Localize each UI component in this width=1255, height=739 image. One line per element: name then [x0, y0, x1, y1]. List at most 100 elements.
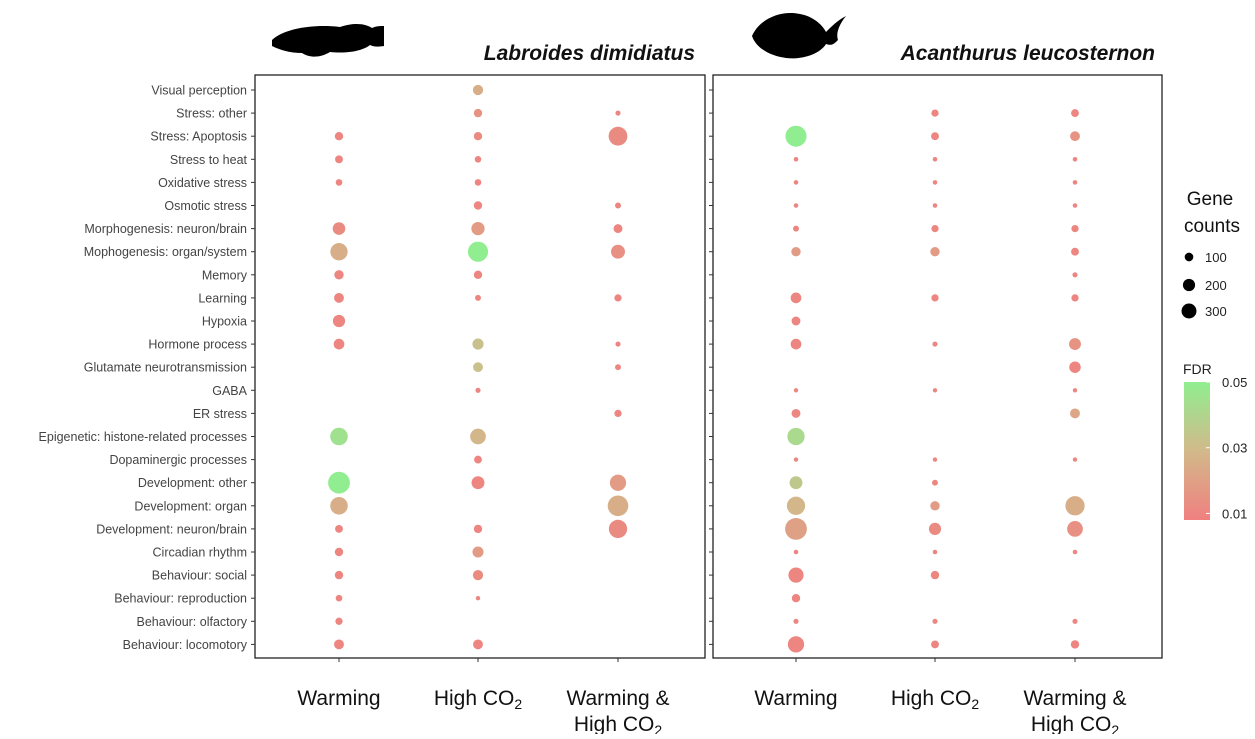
y-tick-label: Morphogenesis: neuron/brain	[84, 222, 247, 236]
y-tick-label: Behaviour: reproduction	[114, 592, 247, 606]
data-point	[1072, 203, 1078, 208]
data-point	[335, 594, 343, 602]
data-point	[785, 125, 807, 147]
data-point	[932, 479, 938, 486]
data-point	[928, 522, 942, 536]
data-point	[470, 428, 486, 445]
data-point	[787, 636, 805, 653]
y-tick-label: Development: other	[138, 476, 247, 490]
data-point	[1067, 521, 1083, 537]
data-point	[333, 338, 345, 350]
data-point	[793, 180, 799, 185]
data-point	[608, 519, 628, 539]
y-tick-label: Stress: Apoptosis	[150, 130, 247, 144]
data-point	[931, 224, 939, 233]
y-tick-label: Epigenetic: histone-related processes	[39, 430, 247, 444]
y-tick-label: Development: organ	[134, 499, 247, 513]
data-point	[609, 474, 627, 491]
data-point	[790, 338, 802, 350]
data-point	[1072, 457, 1078, 462]
data-point	[334, 292, 344, 303]
data-point	[614, 294, 622, 302]
size-legend-label: 300	[1205, 304, 1227, 319]
data-point	[334, 547, 344, 557]
data-point	[1072, 549, 1078, 555]
y-tick-label: Glutamate neurotransmission	[84, 361, 247, 375]
data-point	[472, 84, 484, 96]
data-point	[472, 338, 484, 350]
size-legend-dot	[1184, 252, 1194, 262]
data-point	[1071, 247, 1079, 256]
data-point	[793, 225, 799, 232]
data-point	[793, 549, 799, 555]
x-tick-label-line2: High CO2	[574, 713, 663, 734]
data-point	[793, 618, 799, 624]
y-tick-label: Visual perception	[151, 84, 247, 98]
y-tick-label: Behaviour: locomotory	[123, 638, 248, 652]
data-point	[789, 476, 803, 490]
y-tick-label: Hormone process	[148, 338, 247, 352]
data-point	[932, 549, 938, 555]
data-point	[785, 517, 807, 540]
data-point	[330, 243, 348, 261]
data-point	[930, 501, 940, 511]
data-point	[474, 155, 482, 163]
data-point	[335, 179, 343, 186]
color-legend-label: 0.03	[1222, 441, 1247, 456]
data-point	[615, 110, 621, 116]
data-point	[471, 476, 485, 490]
data-point	[613, 224, 623, 234]
data-point	[335, 524, 343, 533]
y-tick-label: Oxidative stress	[158, 176, 247, 190]
data-point	[790, 292, 802, 304]
data-point	[932, 203, 938, 208]
data-point	[1071, 294, 1079, 302]
data-point	[614, 409, 622, 418]
data-point	[1072, 180, 1078, 185]
y-tick-label: Stress: other	[176, 107, 247, 121]
y-tick-label: Stress to heat	[170, 153, 248, 167]
y-tick-label: Learning	[198, 291, 247, 305]
data-point	[793, 157, 799, 162]
data-point	[791, 247, 801, 257]
color-legend-title: FDR	[1183, 361, 1212, 377]
data-point	[1065, 496, 1085, 516]
data-point	[608, 126, 628, 146]
color-legend-label: 0.05	[1222, 375, 1247, 390]
size-legend-label: 200	[1205, 278, 1227, 293]
data-point	[1072, 157, 1078, 162]
y-tick-label: GABA	[212, 384, 247, 398]
data-point	[467, 241, 489, 262]
data-point	[932, 341, 938, 347]
data-point	[472, 546, 484, 558]
data-point	[1070, 408, 1080, 419]
data-point	[931, 294, 939, 302]
data-point	[332, 222, 346, 235]
data-point	[932, 618, 938, 624]
data-point	[472, 569, 484, 581]
y-tick-label: Osmotic stress	[164, 199, 247, 213]
data-point	[471, 221, 485, 236]
data-point	[328, 471, 350, 494]
data-point	[791, 594, 801, 603]
data-point	[334, 639, 344, 650]
data-point	[791, 316, 801, 326]
data-point	[474, 455, 482, 464]
fish-silhouette-right-icon	[752, 12, 846, 59]
data-point	[332, 314, 346, 328]
data-point	[931, 640, 939, 649]
data-point	[334, 132, 344, 141]
data-point	[1070, 131, 1080, 142]
data-point	[335, 617, 343, 625]
data-point	[330, 497, 348, 515]
x-tick-label: Warming	[754, 687, 837, 710]
size-legend-dot	[1182, 278, 1196, 292]
data-point	[330, 427, 348, 446]
data-point	[611, 244, 625, 259]
data-point	[1069, 338, 1081, 351]
data-point	[1072, 388, 1078, 393]
data-point	[475, 387, 481, 393]
color-legend-bar	[1184, 382, 1210, 520]
data-point	[791, 408, 801, 418]
data-point	[932, 157, 938, 162]
